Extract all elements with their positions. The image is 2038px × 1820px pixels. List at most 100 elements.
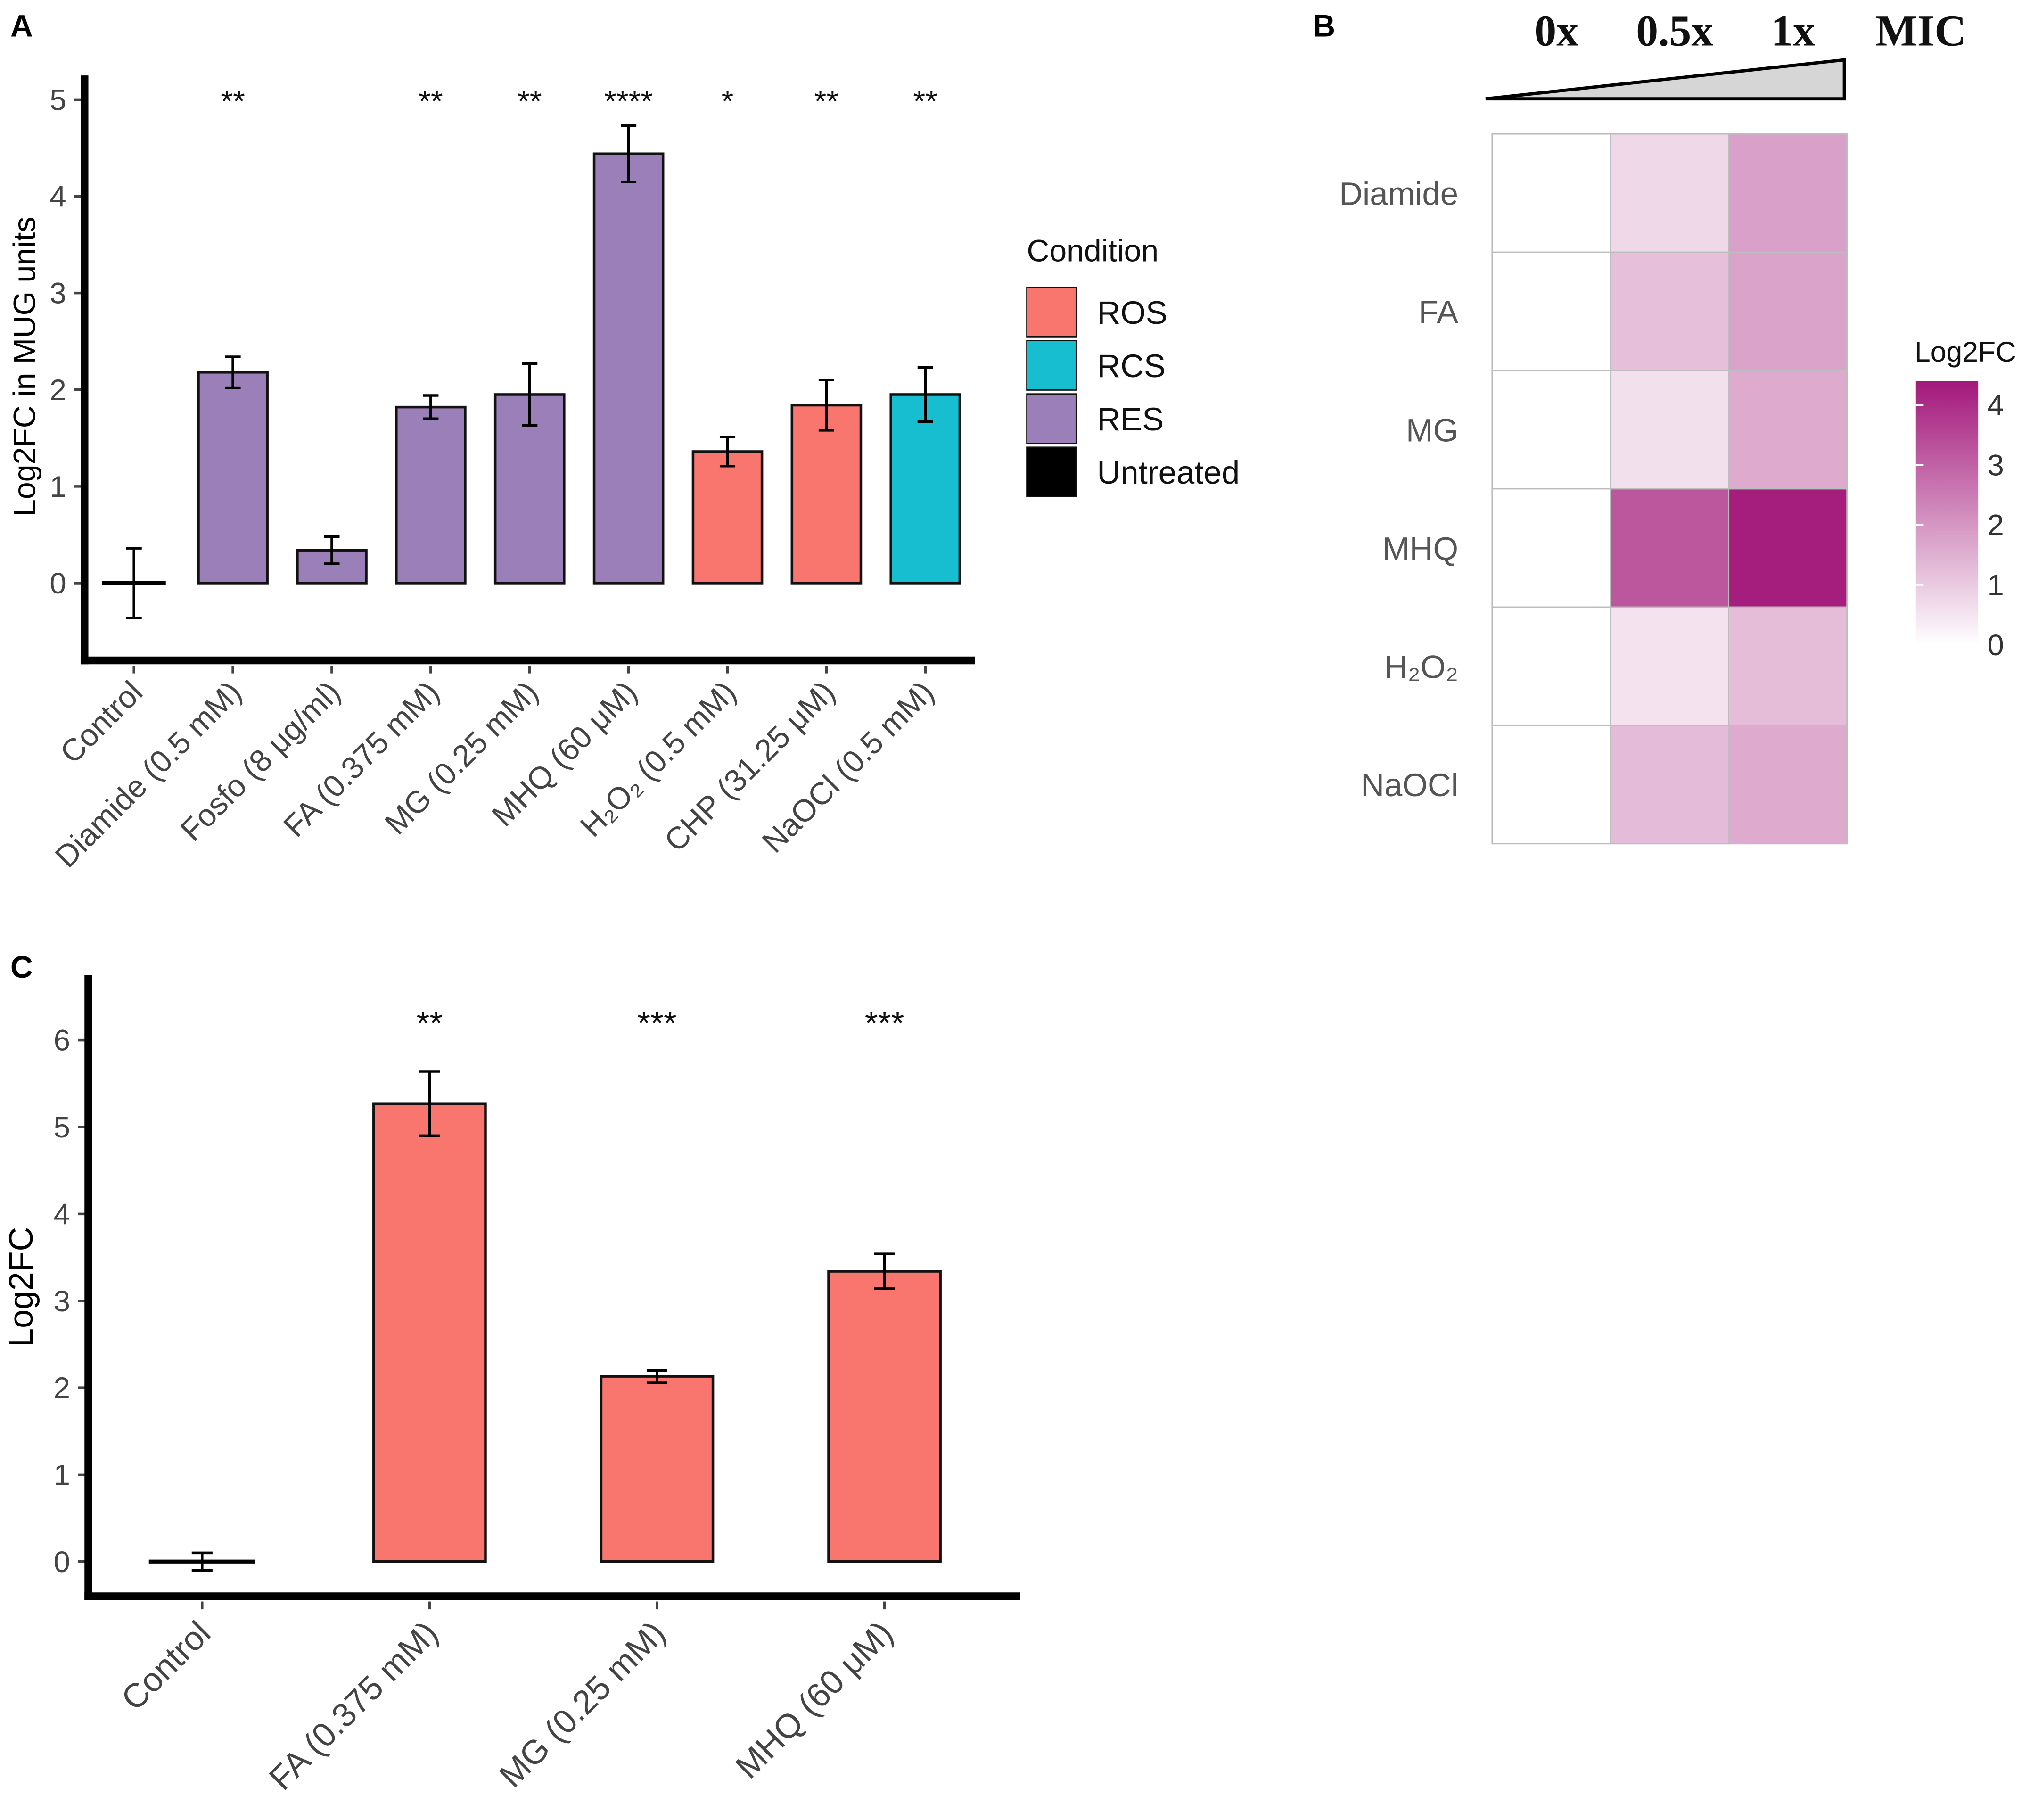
heatmap-cell-mhq-1x [1728,488,1848,608]
significance-fa-0-375-mm: ** [417,1005,443,1042]
significance-diamide-0-5-mm: ** [221,84,245,119]
bar-mg-0-25-mm [600,1375,715,1563]
bar-diamide-0-5-mm [197,371,269,585]
heatmap-column-headers: 0x 0.5x 1x [1534,7,1815,56]
x-tick-label-mhq-60-m: MHQ (60 μM) [728,1614,900,1786]
y-tick-label: 4 [54,1198,70,1231]
x-tick-label-naocl-0-5-mm: NaOCl (0.5 mM) [756,675,941,860]
panel-a-y-ticks: 0 1 2 3 4 5 [49,83,82,600]
heatmap-cell-h-o-0-5x [1610,606,1730,726]
bar-h-o-0-5-mm [691,450,764,585]
legend-swatch-rcs [1026,340,1077,391]
panel-a-significance: ** ** ** **** * ** ** [221,84,937,119]
heatmap-cells [1491,133,1848,845]
legend-label-res: RES [1097,401,1164,437]
heatmap-cell-diamide-1x [1728,133,1848,253]
panel-label-a: A [10,8,33,43]
heatmap-row-label-h-o: H₂O₂ [1384,649,1458,685]
significance-mhq-60-m: **** [604,84,653,119]
panel-a-error-bars [126,124,933,619]
panel-c-bars [148,1102,942,1564]
y-tick-label: 5 [49,83,66,116]
heatmap-row-label-mg: MG [1406,412,1458,448]
significance-mg-0-25-mm: ** [518,84,542,119]
colorbar-ticks: 0 1 2 3 4 [1915,389,2004,662]
heatmap-row-label-mhq: MHQ [1382,530,1458,567]
panel-a-bars [102,152,961,585]
legend-title: Condition [1027,233,1159,268]
x-tick-label-diamide-0-5-mm: Diamide (0.5 mM) [49,675,248,874]
y-tick-label: 0 [54,1546,70,1579]
heatmap-cell-mhq-0x [1491,488,1611,608]
heatmap-cell-mhq-0-5x [1610,488,1730,608]
heatmap-row-label-naocl: NaOCl [1361,767,1458,803]
x-tick-label-chp-31-25-m: CHP (31.25 μM) [658,675,842,858]
panel-label-c: C [10,950,33,985]
concentration-gradient-triangle [1485,58,1846,101]
heatmap-column-header-0-5x: 0.5x [1636,7,1713,56]
heatmap-cell-naocl-0-5x [1610,725,1730,845]
heatmap-cell-diamide-0x [1491,133,1611,253]
heatmap-column-header-1x: 1x [1771,7,1815,56]
y-tick-label: 5 [54,1111,70,1144]
significance-chp-31-25-m: ** [814,84,839,119]
bar-mhq-60-m [592,152,665,585]
heatmap-cell-fa-0x [1491,251,1611,371]
panel-c-y-ticks: 0 1 2 3 4 5 6 [54,1024,86,1579]
bar-fa-0-375-mm [372,1102,487,1563]
x-tick-label-fa-0-375-mm: FA (0.375 mM) [262,1614,445,1797]
heatmap-cell-h-o-1x [1728,606,1848,726]
panel-a-legend: Condition ROS RCS RES Untreated [1026,233,1240,497]
significance-naocl-0-5-mm: ** [913,84,938,119]
legend-label-rcs: RCS [1097,348,1166,384]
bar-mhq-60-m [827,1270,942,1563]
bar-chp-31-25-m [790,404,863,585]
legend-swatch-ros [1026,287,1077,338]
panel-c-y-axis-label: Log2FC [2,1227,40,1347]
panel-c-significance: ** *** *** [417,1005,904,1042]
heatmap-cell-naocl-0x [1491,725,1611,845]
heatmap-cell-h-o-0x [1491,606,1611,726]
significance-mhq-60-m: *** [865,1005,904,1042]
legend-swatch-untreated [1026,446,1077,497]
heatmap-column-header-0x: 0x [1534,7,1578,56]
y-tick-label: 3 [49,277,66,310]
y-tick-label: 1 [49,470,66,503]
heatmap-cell-fa-0-5x [1610,251,1730,371]
bar-naocl-0-5-mm [889,393,961,585]
colorbar-tick-label: 4 [1987,389,2004,422]
y-tick-label: 6 [54,1024,70,1057]
colorbar-tick-label: 2 [1987,509,2004,542]
significance-h-o-0-5-mm: * [722,84,734,119]
colorbar [1915,381,1979,645]
panel-b-heatmap: 0x 0.5x 1x MIC Diamide FA MG MHQ H₂O₂ NaOCl Log… [1339,7,2016,845]
heatmap-mic-label: MIC [1875,7,1966,56]
panel-c-x-ticks: Control FA (0.375 mM) MG (0.25 mM) MHQ (60 … [114,1601,900,1797]
y-tick-label: 2 [54,1372,70,1405]
panel-label-b: B [1313,8,1335,43]
legend-swatch-res [1026,393,1077,444]
colorbar-tick-label: 1 [1987,569,2004,602]
significance-mg-0-25-mm: *** [637,1005,677,1042]
heatmap-row-labels: Diamide FA MG MHQ H₂O₂ NaOCl [1339,175,1458,803]
heatmap-cell-fa-1x [1728,251,1848,371]
heatmap-cell-mg-0-5x [1610,370,1730,490]
panel-a-y-axis-label: Log2FC in MUG units [7,217,42,517]
x-tick-label-mg-0-25-mm: MG (0.25 mM) [492,1614,673,1795]
y-tick-label: 3 [54,1285,70,1318]
y-tick-label: 4 [49,181,66,214]
colorbar-tick-label: 0 [1987,629,2004,662]
y-tick-label: 0 [49,567,66,600]
significance-fa-0-375-mm: ** [419,84,443,119]
x-tick-label-control: Control [114,1614,218,1718]
panel-c-error-bars [191,1070,895,1572]
bar-fa-0-375-mm [395,405,467,585]
x-tick-label-control: Control [54,675,149,770]
colorbar-tick-label: 3 [1987,449,2004,482]
colorbar-title: Log2FC [1915,336,2016,368]
heatmap-cell-mg-0x [1491,370,1611,490]
